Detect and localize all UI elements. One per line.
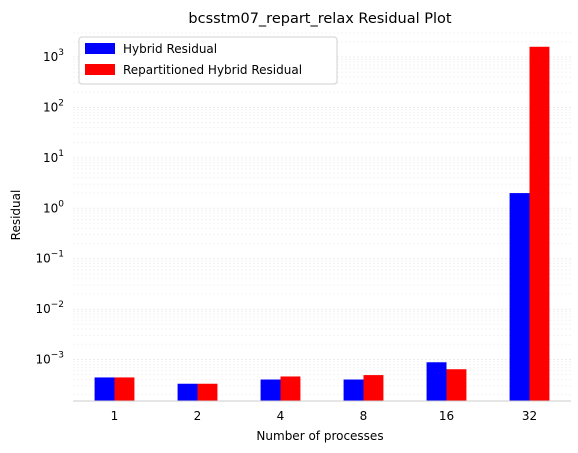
bars [94,46,550,401]
legend-swatch-repartitioned [85,64,115,75]
legend: Hybrid Residual Repartitioned Hybrid Res… [78,36,338,85]
y-tick-label: 10−3 [35,350,64,366]
chart-title: bcsstm07_repart_relax Residual Plot [188,11,452,27]
bar-repartitioned-8 [363,375,384,401]
x-tick-label: 16 [439,409,454,423]
x-tick-label: 2 [194,409,202,423]
legend-swatch-hybrid [85,43,115,54]
legend-box [78,36,338,85]
y-tick-label: 10−2 [35,300,64,316]
bar-repartitioned-1 [114,377,135,401]
y-tick-label: 100 [43,199,64,215]
y-tick-label: 102 [43,98,64,114]
bar-hybrid-4 [260,379,281,401]
y-tick-label: 10−1 [35,250,64,266]
grid-lines [73,32,571,396]
legend-label-repartitioned: Repartitioned Hybrid Residual [123,63,302,77]
x-tick-label: 8 [360,409,368,423]
y-axis-label: Residual [9,190,23,241]
x-axis-label: Number of processes [256,429,383,443]
bar-repartitioned-4 [280,376,301,401]
x-tick-label: 4 [277,409,285,423]
bar-hybrid-1 [94,377,115,401]
bar-hybrid-2 [177,383,198,401]
bar-hybrid-16 [426,362,447,401]
bar-repartitioned-16 [446,369,467,401]
x-tick-label: 1 [111,409,119,423]
bar-hybrid-8 [343,379,364,401]
y-tick-labels: 103 102 101 100 10−1 10−2 10−3 [35,48,64,366]
legend-label-hybrid: Hybrid Residual [123,42,217,56]
bar-hybrid-32 [509,193,530,401]
x-tick-labels: 1 2 4 8 16 32 [111,409,537,423]
bar-repartitioned-32 [529,46,550,401]
y-tick-label: 103 [43,48,64,64]
bar-repartitioned-2 [197,383,218,401]
x-tick-label: 32 [522,409,537,423]
y-tick-label: 101 [43,149,64,165]
